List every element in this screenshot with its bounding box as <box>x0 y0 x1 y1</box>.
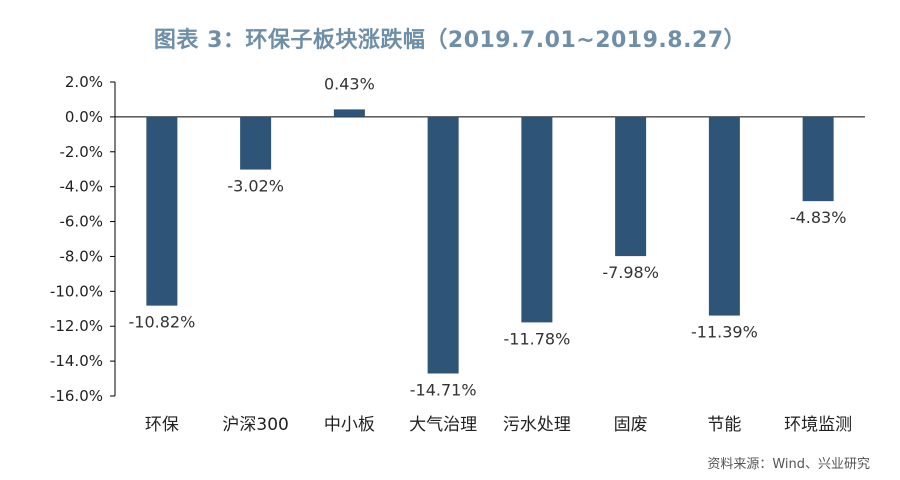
x-tick-label: 节能 <box>707 415 741 435</box>
y-tick-label: -16.0% <box>50 387 103 405</box>
bar <box>615 116 647 257</box>
bar <box>333 109 365 117</box>
data-label: -3.02% <box>227 177 284 196</box>
data-label: -11.39% <box>691 323 758 342</box>
y-tick-label: -10.0% <box>50 282 103 300</box>
data-label: -10.82% <box>128 313 195 332</box>
x-tick-label: 大气治理 <box>409 415 477 435</box>
bar <box>146 116 178 306</box>
bar <box>802 116 834 202</box>
x-axis-labels: 环保 沪深300 中小板 大气治理 污水处理 固废 节能 环境监测 <box>145 415 852 435</box>
data-label: -7.98% <box>602 263 659 282</box>
source-note: 资料来源：Wind、兴业研究 <box>707 457 870 472</box>
x-tick-label: 污水处理 <box>503 415 571 435</box>
x-tick-label: 沪深300 <box>222 415 288 435</box>
y-axis-ticks: 2.0% 0.0% -2.0% -4.0% -6.0% -8.0% -10.0% -12.0%… <box>50 73 115 405</box>
data-label: -11.78% <box>503 329 570 348</box>
x-tick-label: 中小板 <box>324 415 375 435</box>
x-tick-label: 环境监测 <box>784 415 852 435</box>
y-tick-label: -2.0% <box>59 143 103 161</box>
data-label: -14.71% <box>410 380 477 399</box>
y-tick-label: -14.0% <box>50 352 103 370</box>
x-tick-label: 固废 <box>614 415 648 435</box>
y-tick-label: 0.0% <box>65 108 103 126</box>
data-labels: -10.82% -3.02% 0.43% -14.71% -11.78% -7.98% -1… <box>128 74 846 399</box>
bars <box>146 109 834 374</box>
bar <box>240 116 272 170</box>
y-tick-label: -6.0% <box>59 213 103 231</box>
y-tick-label: -8.0% <box>59 247 103 265</box>
bar <box>708 116 740 316</box>
x-tick-label: 环保 <box>145 415 179 435</box>
y-tick-label: 2.0% <box>65 73 103 91</box>
bar <box>427 116 459 374</box>
y-tick-label: -12.0% <box>50 317 103 335</box>
data-label: -4.83% <box>790 208 847 227</box>
chart-title: 图表 3：环保子板块涨跌幅（2019.7.01~2019.8.27） <box>153 28 747 53</box>
bar <box>521 116 553 323</box>
data-label: 0.43% <box>324 74 375 93</box>
y-tick-label: -4.0% <box>59 178 103 196</box>
